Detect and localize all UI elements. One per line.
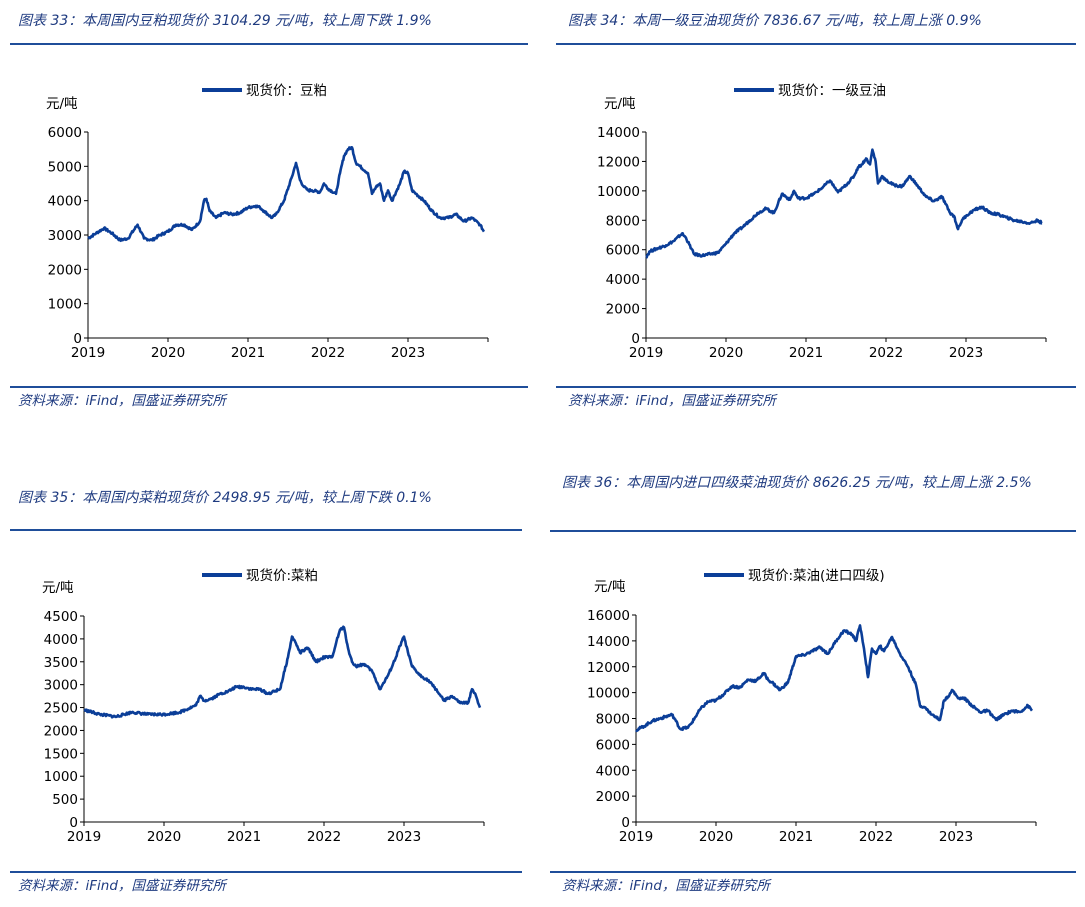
series-line (635, 624, 1034, 733)
chart-title: 图表 36：本周国内进口四级菜油现货价 8626.25 元/吨，较上周上涨 2.… (562, 475, 1032, 491)
legend: 现货价:菜油(进口四级) (704, 567, 885, 584)
y-axis-unit-label: 元/吨 (594, 579, 626, 595)
x-tick-label: 2019 (619, 829, 653, 845)
y-tick-label: 6000 (596, 737, 630, 753)
chart-panel-33: 图表 33：本周国内豆粕现货价 3104.29 元/吨，较上周下跌 1.9% 现… (0, 0, 542, 453)
y-tick-label: 6000 (48, 125, 82, 141)
line-chart-rapeseed-meal: 现货价:菜粕元/吨 0 500 1000 1500 2000 2500 3000 3500 400… (42, 567, 485, 845)
y-tick-label: 0 (621, 815, 630, 831)
legend-label: 现货价:菜粕 (246, 567, 318, 584)
line-chart-rapeseed-oil: 现货价:菜油(进口四级) 元/吨 0 2000 4000 6000 8000 10000 120… (587, 567, 1037, 845)
legend-label: 现货价:菜油(进口四级) (748, 567, 885, 584)
y-tick-label: 3000 (48, 228, 82, 244)
source-divider (10, 386, 528, 388)
y-axis-unit-label: 元/吨 (604, 96, 636, 112)
y-tick-label: 1500 (44, 746, 78, 762)
y-axis-unit-label: 元/吨 (46, 96, 78, 112)
y-tick-label: 3000 (44, 678, 78, 694)
y-tick-label: 10000 (597, 184, 640, 200)
y-tick-label: 500 (52, 792, 78, 808)
x-tick-label: 2023 (939, 829, 973, 845)
y-tick-label: 0 (631, 331, 640, 347)
legend-label: 现货价：豆粕 (246, 82, 327, 99)
y-tick-label: 4000 (48, 194, 82, 210)
y-tick-label: 4500 (44, 609, 78, 625)
y-tick-label: 2000 (48, 262, 82, 278)
y-tick-label: 14000 (587, 634, 630, 650)
chart-title: 图表 33：本周国内豆粕现货价 3104.29 元/吨，较上周下跌 1.9% (18, 13, 432, 29)
y-tick-label: 4000 (596, 763, 630, 779)
title-divider (10, 529, 522, 531)
y-tick-label: 10000 (587, 686, 630, 702)
y-tick-label: 2000 (606, 302, 640, 318)
y-axis-unit-label: 元/吨 (42, 580, 74, 596)
chart-title: 图表 34：本周一级豆油现货价 7836.67 元/吨，较上周上涨 0.9% (568, 13, 982, 29)
source-divider (10, 871, 522, 873)
legend-label: 现货价：一级豆油 (778, 82, 886, 99)
x-tick-label: 2020 (151, 345, 185, 361)
x-tick-label: 2022 (859, 829, 893, 845)
y-tick-label: 1000 (44, 769, 78, 785)
chart-panel-34: 图表 34：本周一级豆油现货价 7836.67 元/吨，较上周上涨 0.9% 现… (542, 0, 1084, 453)
legend: 现货价:菜粕 (202, 567, 318, 584)
x-tick-label: 2023 (391, 345, 425, 361)
source-divider (550, 871, 1076, 873)
y-tick-label: 14000 (597, 125, 640, 141)
y-tick-label: 0 (73, 331, 82, 347)
legend: 现货价：豆粕 (202, 82, 327, 99)
y-tick-label: 4000 (44, 632, 78, 648)
y-tick-label: 2500 (44, 701, 78, 717)
y-tick-label: 5000 (48, 159, 82, 175)
x-tick-label: 2021 (789, 345, 823, 361)
series-line (645, 148, 1043, 259)
x-tick-label: 2021 (227, 829, 261, 845)
y-tick-label: 2000 (44, 723, 78, 739)
y-tick-label: 12000 (587, 660, 630, 676)
x-tick-label: 2019 (629, 345, 663, 361)
x-tick-label: 2022 (307, 829, 341, 845)
x-tick-label: 2019 (67, 829, 101, 845)
x-tick-label: 2019 (71, 345, 105, 361)
y-tick-label: 8000 (606, 213, 640, 229)
legend: 现货价：一级豆油 (734, 82, 886, 99)
series-line (83, 625, 482, 719)
y-tick-label: 2000 (596, 789, 630, 805)
y-tick-label: 3500 (44, 655, 78, 671)
x-tick-label: 2020 (699, 829, 733, 845)
y-tick-label: 6000 (606, 243, 640, 259)
y-tick-label: 8000 (596, 712, 630, 728)
title-divider (10, 43, 528, 45)
series-line (87, 146, 486, 242)
y-tick-label: 4000 (606, 272, 640, 288)
chart-title: 图表 35：本周国内菜粕现货价 2498.95 元/吨，较上周下跌 0.1% (18, 490, 432, 506)
y-tick-label: 12000 (597, 154, 640, 170)
y-tick-label: 16000 (587, 608, 630, 624)
y-tick-label: 0 (69, 815, 78, 831)
y-tick-label: 1000 (48, 297, 82, 313)
title-divider (556, 43, 1076, 45)
x-tick-label: 2022 (869, 345, 903, 361)
source-note: 资料来源：iFind，国盛证券研究所 (568, 393, 776, 409)
line-chart-soybean-meal: 现货价：豆粕元/吨 0 1000 2000 3000 4000 5000 6000 2019 20… (46, 82, 489, 361)
source-note: 资料来源：iFind，国盛证券研究所 (18, 393, 226, 409)
x-tick-label: 2020 (709, 345, 743, 361)
x-tick-label: 2021 (231, 345, 265, 361)
title-divider (550, 530, 1076, 532)
x-tick-label: 2023 (949, 345, 983, 361)
source-note: 资料来源：iFind，国盛证券研究所 (18, 878, 226, 894)
chart-panel-35: 图表 35：本周国内菜粕现货价 2498.95 元/吨，较上周下跌 0.1% 现… (0, 453, 542, 906)
source-note: 资料来源：iFind，国盛证券研究所 (562, 878, 770, 894)
x-tick-label: 2022 (311, 345, 345, 361)
source-divider (556, 386, 1076, 388)
chart-panel-36: 图表 36：本周国内进口四级菜油现货价 8626.25 元/吨，较上周上涨 2.… (542, 453, 1084, 906)
x-tick-label: 2023 (387, 829, 421, 845)
x-tick-label: 2020 (147, 829, 181, 845)
x-tick-label: 2021 (779, 829, 813, 845)
